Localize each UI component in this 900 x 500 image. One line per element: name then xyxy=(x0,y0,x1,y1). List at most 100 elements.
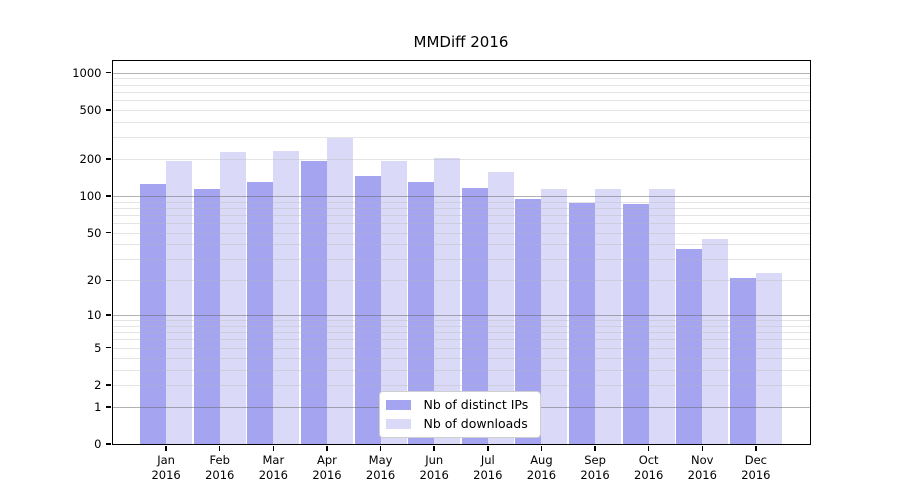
x-tick-year: 2016 xyxy=(312,468,342,482)
y-axis-tick xyxy=(106,158,111,160)
gridline-major xyxy=(112,72,810,74)
bar-downloads xyxy=(595,188,622,444)
x-axis-tick xyxy=(487,445,489,451)
bar-distinct-ips xyxy=(622,204,649,444)
legend-item: Nb of downloads xyxy=(385,416,529,431)
gridline-minor xyxy=(112,339,810,341)
x-tick-year: 2016 xyxy=(526,468,557,482)
x-tick-month: Mar xyxy=(262,453,285,467)
gridline-minor xyxy=(112,159,810,160)
y-axis-tick-label: 100 xyxy=(79,188,102,203)
x-axis-tick xyxy=(218,445,221,451)
gridline-minor xyxy=(112,109,810,111)
x-tick-year: 2016 xyxy=(741,468,771,482)
y-axis-tick xyxy=(106,443,111,445)
x-axis-tick xyxy=(165,445,167,451)
y-axis-tick-label: 0 xyxy=(94,437,102,451)
gridline-minor xyxy=(112,91,810,93)
gridline-minor xyxy=(112,320,810,322)
bar-distinct-ips xyxy=(676,248,703,444)
gridline-minor xyxy=(112,347,810,349)
y-axis-tick-label: 500 xyxy=(79,102,102,117)
y-axis-tick-label: 2 xyxy=(94,377,102,392)
bar-downloads xyxy=(273,150,300,444)
legend-swatch-downloads xyxy=(385,418,411,429)
legend-label: Nb of distinct IPs xyxy=(423,396,529,412)
gridline-major xyxy=(112,315,810,317)
x-tick-month: Nov xyxy=(691,453,714,467)
bar-downloads xyxy=(541,189,568,444)
gridline-minor xyxy=(112,100,810,102)
bar-distinct-ips xyxy=(729,277,756,444)
gridline-minor xyxy=(112,369,810,371)
x-axis-tick-label: Mar 2016 xyxy=(241,453,305,483)
plot-area: MMDiff 2016 Nb of distinct IPs Nb of down… xyxy=(72,33,811,482)
x-tick-month: Feb xyxy=(209,453,230,467)
bar-downloads xyxy=(702,239,729,444)
gridline-major xyxy=(112,195,810,197)
y-axis-tick xyxy=(106,71,111,74)
x-tick-month: Aug xyxy=(530,453,553,467)
x-tick-month: May xyxy=(368,453,393,467)
y-axis-tick xyxy=(106,279,111,282)
x-tick-month: Jun xyxy=(425,453,444,467)
x-axis-tick-label: Dec 2016 xyxy=(724,453,788,483)
y-axis-tick-label: 5 xyxy=(94,340,102,355)
bar-distinct-ips xyxy=(247,181,274,444)
bar-downloads xyxy=(755,273,782,444)
gridline-minor xyxy=(112,280,810,282)
x-tick-year: 2016 xyxy=(258,468,288,482)
x-axis-tick-label: Apr 2016 xyxy=(295,453,359,483)
x-axis-tick xyxy=(540,445,543,451)
y-axis-tick xyxy=(106,384,111,386)
x-axis-tick xyxy=(326,445,328,451)
y-axis-tick xyxy=(106,346,111,349)
y-axis-tick-label: 10 xyxy=(86,308,102,323)
gridline-minor xyxy=(112,325,810,327)
chart-title: MMDiff 2016 xyxy=(413,32,509,51)
bar-downloads xyxy=(326,138,353,444)
x-axis-tick-label: Jan 2016 xyxy=(134,453,198,483)
x-axis-tick-label: Nov 2016 xyxy=(670,453,734,483)
bar-downloads xyxy=(219,152,246,444)
x-tick-month: Jan xyxy=(157,453,175,467)
y-axis-tick-label: 1 xyxy=(94,399,102,414)
y-axis-tick-label: 200 xyxy=(79,152,102,166)
x-tick-month: Sep xyxy=(584,453,606,467)
gridline-minor xyxy=(112,78,810,80)
x-axis-tick-label: Oct 2016 xyxy=(617,453,681,483)
x-axis-tick xyxy=(272,445,275,451)
gridline-minor xyxy=(112,384,810,386)
gridline-minor xyxy=(112,232,810,234)
y-axis-tick xyxy=(106,231,111,234)
x-tick-year: 2016 xyxy=(205,468,235,482)
gridline-minor xyxy=(112,214,810,216)
x-tick-year: 2016 xyxy=(687,468,717,482)
x-axis-tick xyxy=(755,445,757,451)
x-axis-tick xyxy=(594,445,596,451)
x-tick-month: Dec xyxy=(744,453,767,467)
x-axis-tick xyxy=(379,445,382,451)
gridline-minor xyxy=(112,137,810,139)
x-tick-year: 2016 xyxy=(580,468,610,482)
x-axis-tick-label: Jun 2016 xyxy=(402,453,466,483)
x-axis-tick-label: Feb 2016 xyxy=(188,453,252,483)
bar-downloads xyxy=(648,188,675,444)
x-axis-tick xyxy=(647,445,650,451)
x-tick-year: 2016 xyxy=(419,468,449,482)
bar-downloads xyxy=(166,161,193,444)
x-axis-tick-label: May 2016 xyxy=(349,453,413,483)
gridline-minor xyxy=(112,332,810,334)
y-axis-tick xyxy=(106,109,111,111)
bar-distinct-ips xyxy=(193,189,220,444)
bar-distinct-ips xyxy=(354,175,381,444)
gridline-minor xyxy=(112,223,810,225)
legend-swatch-distinct-ips xyxy=(385,399,411,410)
x-axis-tick xyxy=(433,445,435,451)
gridline-minor xyxy=(112,357,810,359)
x-tick-month: Jul xyxy=(480,453,495,467)
bar-distinct-ips xyxy=(569,203,596,444)
gridline-minor xyxy=(112,207,810,209)
bar-distinct-ips xyxy=(300,160,327,444)
